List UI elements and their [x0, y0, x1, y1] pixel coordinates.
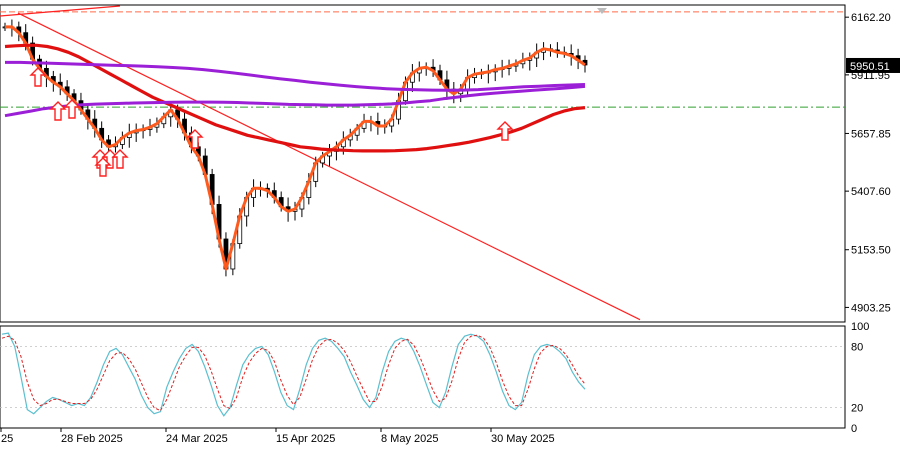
stochastic-main-line [1, 332, 586, 417]
buy-signal-arrow-icon [49, 101, 67, 121]
axis-group: 6162.205911.955657.855407.605153.504903.… [0, 12, 900, 445]
stoch-y-tick-label: 20 [851, 403, 863, 415]
x-tick-label: 30 May 2025 [491, 433, 555, 445]
stoch-y-tick-label: 100 [851, 321, 869, 333]
moving-average-purple-slow [4, 84, 586, 118]
y-tick-label: 4903.25 [851, 302, 891, 314]
stochastic-panel [0, 325, 846, 429]
stoch-y-tick-label: 80 [851, 341, 863, 353]
buy-signal-arrow-icon [29, 67, 47, 87]
y-tick-label: 5407.60 [851, 186, 891, 198]
main-price-panel [0, 4, 846, 323]
x-tick-label: 25 [1, 433, 13, 445]
current-price-badge [846, 57, 900, 73]
x-tick-label: 24 Mar 2025 [166, 433, 228, 445]
top-marker-icon [597, 8, 607, 14]
main-panel-frame [0, 4, 846, 323]
x-tick-label: 8 May 2025 [381, 433, 438, 445]
buy-signal-arrow-icon [496, 121, 514, 141]
close-price-line [5, 25, 586, 271]
moving-average-red [4, 43, 586, 153]
buy-signal-arrow-icon [186, 129, 204, 149]
stoch-panel-frame [0, 325, 846, 429]
stochastic-signal-line [1, 334, 586, 412]
stoch-y-tick-label: 0 [851, 423, 857, 435]
moving-average-purple-fast [5, 60, 586, 92]
upper-trendline [0, 5, 121, 17]
x-tick-label: 28 Feb 2025 [61, 433, 123, 445]
x-tick-label: 15 Apr 2025 [276, 433, 335, 445]
buy-signal-arrow-icon [111, 149, 129, 169]
y-tick-label: 5657.85 [851, 128, 891, 140]
main-plot-area [0, 5, 845, 321]
buy-signal-arrow-icon [94, 157, 112, 177]
y-tick-label: 6162.20 [851, 12, 891, 24]
buy-signal-arrow-icon [63, 99, 81, 119]
y-tick-label: 5153.50 [851, 245, 891, 257]
current-price-label: 5950.51 [850, 61, 890, 73]
